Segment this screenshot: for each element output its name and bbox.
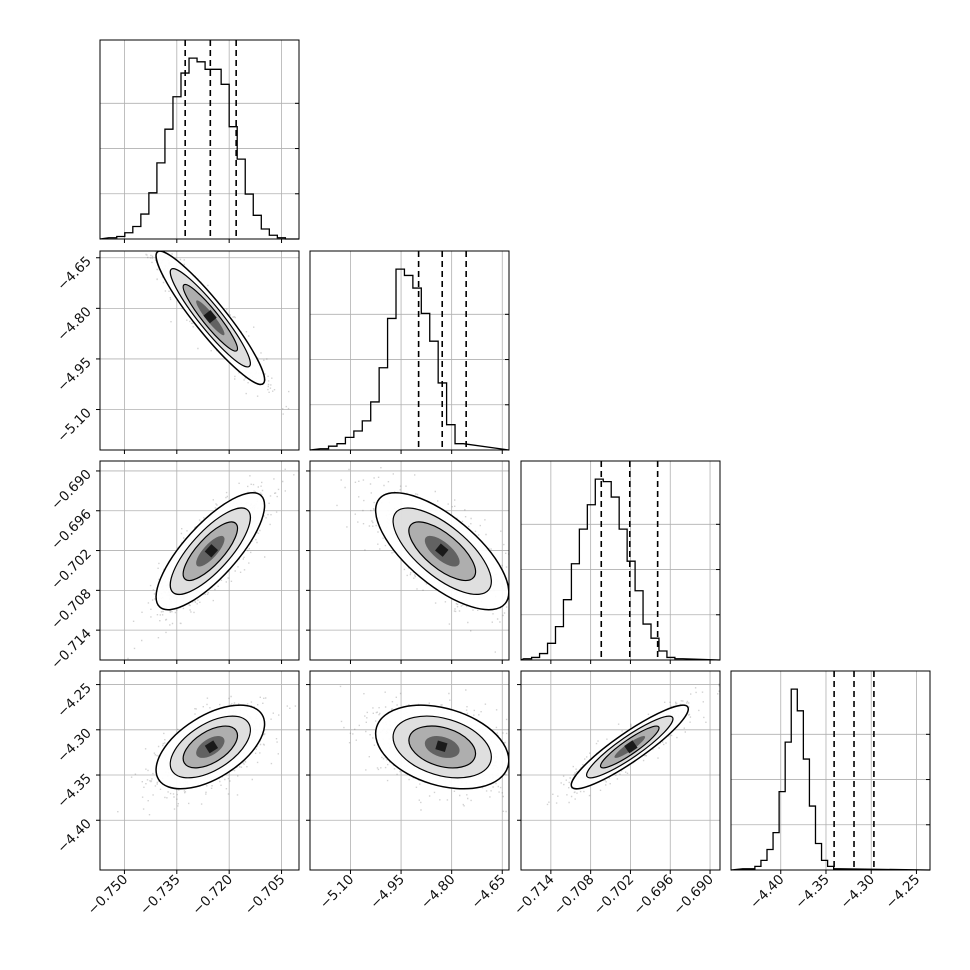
x-tick-label-3-0: −4.40 [747, 872, 788, 913]
x-tick-label-3-2: −4.30 [837, 872, 878, 913]
x-tick-label-1-3: −4.65 [469, 872, 510, 913]
x-tick-label-2-2: −0.702 [591, 872, 638, 919]
pair-frame-2-1 [309, 460, 510, 661]
pair-panel-3-2 [546, 683, 720, 806]
pair-frame-3-2 [520, 670, 721, 871]
pair-panel-1-0 [145, 251, 290, 415]
density-peak [203, 309, 217, 324]
y-tick-label-3-1: −4.35 [54, 771, 95, 812]
pair-panel-2-0 [127, 468, 295, 660]
x-tick-label-0-0: −0.750 [85, 872, 132, 919]
x-tick-label-2-1: −0.708 [551, 872, 598, 919]
pair-frame-1-0 [99, 250, 300, 451]
x-tick-label-0-2: −0.720 [189, 872, 236, 919]
pair-frame-3-1 [309, 670, 510, 871]
pair-panel-3-0 [117, 695, 297, 816]
y-tick-label-3-2: −4.30 [54, 725, 95, 766]
x-tick-label-0-1: −0.735 [137, 872, 184, 919]
x-tick-label-1-1: −4.95 [367, 872, 408, 913]
density-peak [435, 740, 448, 752]
diag-panel-3 [730, 670, 931, 871]
pair-panel-3-1 [339, 685, 509, 813]
histogram-step-3 [730, 688, 931, 871]
x-tick-label-0-3: −0.705 [242, 872, 289, 919]
histogram-step-2 [520, 478, 721, 661]
histogram-step-1 [309, 268, 510, 451]
x-tick-label-2-0: −0.714 [511, 872, 558, 919]
diag-panel-2 [520, 460, 721, 661]
y-tick-label-2-4: −0.690 [48, 466, 95, 513]
histogram-step-0 [99, 57, 299, 240]
y-tick-label-2-2: −0.702 [48, 546, 95, 593]
y-tick-label-3-3: −4.25 [54, 680, 95, 721]
density-peak [624, 740, 638, 754]
x-tick-label-3-1: −4.35 [792, 872, 833, 913]
pair-panel-2-1 [336, 461, 509, 653]
y-tick-label-2-0: −0.714 [48, 626, 95, 673]
x-tick-label-1-0: −5.10 [317, 872, 358, 913]
pair-frame-3-0 [99, 670, 300, 871]
diag-panel-1 [309, 250, 510, 451]
diag-panel-0 [99, 39, 300, 240]
x-tick-label-3-3: −4.25 [883, 872, 924, 913]
y-tick-label-1-0: −5.10 [54, 405, 95, 446]
y-tick-label-1-3: −4.65 [54, 253, 95, 294]
density-peak [204, 740, 219, 754]
density-peak [435, 543, 449, 557]
y-tick-label-3-0: −4.40 [54, 816, 95, 857]
y-tick-label-1-1: −4.95 [54, 354, 95, 395]
y-tick-label-2-1: −0.708 [48, 586, 95, 633]
y-tick-label-2-3: −0.696 [48, 506, 95, 553]
density-peak [204, 544, 219, 558]
pair-frame-2-0 [99, 460, 300, 661]
y-tick-label-1-2: −4.80 [54, 304, 95, 345]
x-tick-label-2-4: −0.690 [670, 872, 717, 919]
x-tick-label-1-2: −4.80 [418, 872, 459, 913]
x-tick-label-2-3: −0.696 [630, 872, 677, 919]
